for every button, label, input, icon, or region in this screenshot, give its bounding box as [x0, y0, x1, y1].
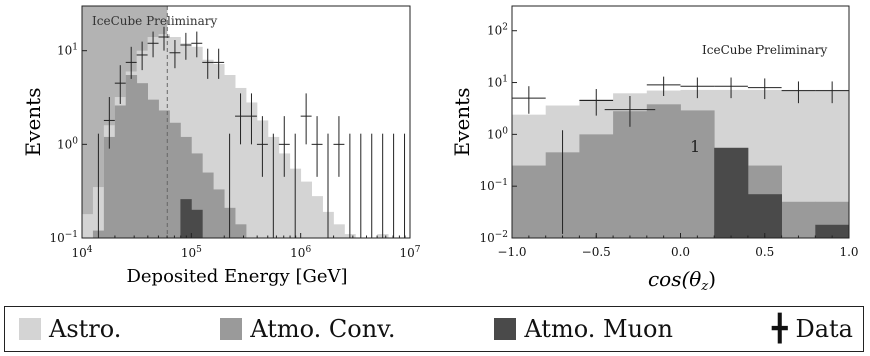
left-bar-conv-10 — [191, 153, 203, 238]
legend-item-data: ╋ Data — [772, 315, 853, 343]
left-bar-conv-7 — [158, 110, 170, 238]
left-bar-conv-4 — [125, 75, 138, 238]
right-bar-conv-2 — [579, 134, 614, 238]
left-bar-conv-11 — [202, 172, 214, 238]
left-bar-astro-21 — [311, 196, 323, 238]
left-bar-muon-10 — [191, 209, 203, 238]
legend-swatch-conv — [220, 318, 243, 340]
right-bar-conv-0 — [512, 165, 547, 238]
left-annotation: IceCube Preliminary — [92, 14, 217, 28]
right-bar-conv-3 — [613, 111, 648, 238]
right-y-tick-label-0: 100 — [487, 126, 508, 141]
right-bar-conv-8 — [781, 201, 816, 238]
left-x-tick-label-4: 104 — [71, 245, 92, 260]
left-bar-conv-5 — [136, 83, 148, 238]
left-bar-conv-14 — [235, 224, 247, 238]
right-annotation: IceCube Preliminary — [702, 43, 827, 57]
left-bar-conv-12 — [213, 189, 225, 238]
left-bar-muon-9 — [180, 199, 192, 238]
legend-item-astro: Astro. — [19, 315, 121, 343]
right-bar-conv-4 — [646, 104, 681, 238]
left-x-tick-label-5: 105 — [181, 245, 202, 260]
left-bar-astro-12 — [213, 64, 225, 238]
right-y-tick-label--2: 10−2 — [479, 230, 508, 245]
right-plot-area — [512, 76, 849, 238]
left-bar-astro-18 — [278, 153, 291, 238]
right-y-tick-label-2: 102 — [487, 23, 508, 38]
left-bar-astro-16 — [256, 120, 269, 238]
left-bar-conv-3 — [114, 105, 127, 238]
legend-label-data: Data — [795, 315, 853, 343]
left-bar-astro-20 — [300, 181, 312, 238]
right-bar-muon-9 — [815, 224, 849, 238]
left-plot-area — [82, 6, 406, 238]
left-y-tick-label-0: 100 — [57, 136, 78, 151]
legend: Astro. Atmo. Conv. Atmo. Muon ╋ Data — [4, 306, 864, 352]
left-y-tick-label-1: 101 — [57, 43, 78, 58]
right-x-tick-label-2: 0.0 — [671, 245, 690, 259]
legend-swatch-astro — [19, 318, 41, 340]
right-x-tick-label-1: −0.5 — [582, 245, 611, 259]
legend-label-conv: Atmo. Conv. — [250, 315, 396, 343]
left-bar-astro-0 — [82, 214, 94, 238]
left-bar-astro-14 — [235, 87, 247, 238]
left-x-tick-label-7: 107 — [399, 245, 420, 260]
right-y-tick-label-1: 101 — [487, 75, 508, 90]
left-bar-conv-2 — [103, 136, 116, 238]
left-bar-astro-15 — [246, 102, 258, 238]
left-y-axis-label: Events — [21, 88, 45, 157]
right-y-tick-label--1: 10−1 — [479, 178, 508, 193]
left-y-tick-label--1: 10−1 — [49, 230, 78, 245]
data-crosshair-icon: ╋ — [771, 314, 788, 344]
left-axes-frame — [81, 5, 411, 239]
right-bar-muon-6 — [714, 147, 749, 238]
legend-label-astro: Astro. — [49, 315, 122, 343]
energy-histogram: Deposited Energy [GeV] Events 104 105 106 1… — [21, 5, 421, 287]
right-x-axis-label: cos(θz) — [648, 267, 716, 294]
left-bar-astro-23 — [333, 224, 345, 238]
right-x-tick-label-4: 1.0 — [839, 245, 858, 259]
legend-label-muon: Atmo. Muon — [524, 315, 673, 343]
right-bar-conv-5 — [680, 110, 715, 238]
right-bar-muon-7 — [747, 194, 782, 238]
legend-swatch-muon — [494, 318, 517, 340]
right-x-tick-label-0: −1.0 — [497, 245, 526, 259]
left-bar-astro-11 — [202, 59, 214, 238]
legend-item-conv: Atmo. Conv. — [220, 315, 396, 343]
left-bar-conv-8 — [169, 122, 181, 238]
figure: Deposited Energy [GeV] Events 104 105 106 1… — [21, 5, 859, 294]
right-y-axis-label: Events — [450, 88, 474, 157]
left-x-tick-label-6: 106 — [290, 245, 311, 260]
legend-item-muon: Atmo. Muon — [494, 315, 673, 343]
zenith-histogram: Events cos(θz) −1.0 −0.5 0.0 0.5 1.0 10−2 10−1… — [450, 5, 859, 294]
left-x-axis-label: Deposited Energy [GeV] — [126, 266, 347, 287]
left-bar-astro-10 — [191, 46, 203, 238]
right-inline-label: 1 — [690, 137, 700, 156]
left-bar-conv-9 — [180, 136, 192, 238]
right-x-tick-label-3: 0.5 — [755, 245, 774, 259]
left-bar-conv-6 — [147, 99, 159, 238]
